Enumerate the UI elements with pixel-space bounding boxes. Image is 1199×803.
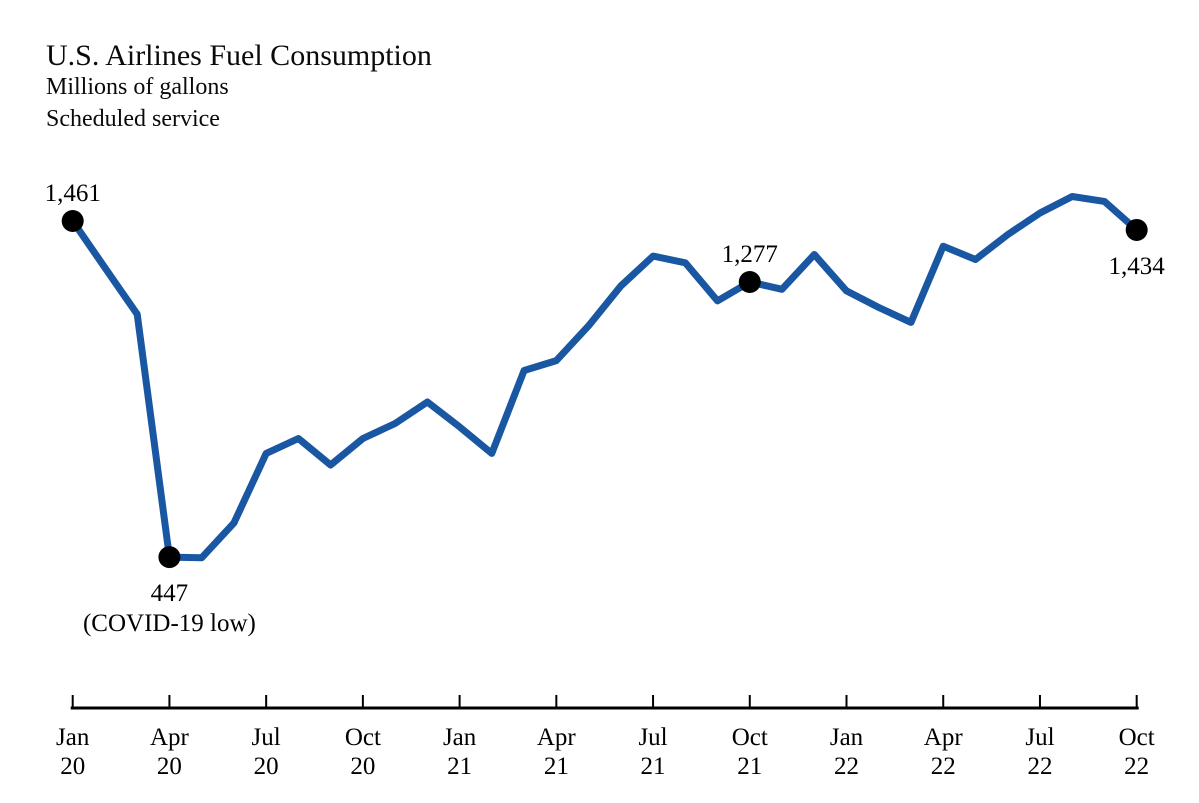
fuel-consumption-line — [69, 193, 1141, 562]
x-axis-tick-label-year: 22 — [1124, 753, 1149, 780]
x-axis-tick-label-month: Oct — [1119, 724, 1155, 751]
data-point-label: 447 — [151, 580, 189, 607]
data-point-marker — [61, 210, 84, 232]
x-axis-tick-label-year: 21 — [737, 753, 762, 780]
x-axis-tick-label-month: Apr — [537, 724, 577, 751]
x-axis-tick-label-year: 20 — [350, 753, 375, 780]
x-axis-tick-label-year: 22 — [931, 753, 956, 780]
chart-title: U.S. Airlines Fuel Consumption — [46, 39, 432, 72]
x-axis-tick-label-year: 20 — [157, 753, 182, 780]
data-point-label: 1,434 — [1109, 253, 1166, 280]
x-axis-tick-label-month: Oct — [345, 724, 381, 751]
x-axis-tick-label-month: Jan — [443, 724, 477, 751]
data-point-marker — [158, 546, 181, 569]
x-axis-tick-label-month: Jul — [252, 724, 281, 751]
chart-service-label: Scheduled service — [46, 106, 220, 132]
data-point-label: 1,277 — [722, 241, 778, 268]
x-axis-tick-label-month: Jul — [638, 724, 667, 751]
data-point-label: 1,461 — [45, 180, 101, 207]
x-axis-tick-label-month: Jan — [56, 724, 90, 751]
x-axis-tick-label-month: Jul — [1025, 724, 1054, 751]
x-axis-tick-label-month: Oct — [732, 724, 768, 751]
chart-units-label: Millions of gallons — [46, 74, 229, 100]
x-axis-tick-label-month: Jan — [830, 724, 864, 751]
x-axis-tick-label-year: 21 — [447, 753, 472, 780]
x-axis-tick-label-year: 22 — [1027, 753, 1052, 780]
data-point-sublabel: (COVID-19 low) — [83, 610, 256, 637]
x-axis-tick-label-month: Apr — [924, 724, 964, 751]
x-axis-tick-label-year: 21 — [544, 753, 569, 780]
data-point-marker — [1125, 218, 1148, 241]
x-axis-tick-label-year: 21 — [641, 753, 666, 780]
x-axis-tick-label-month: Apr — [150, 724, 190, 751]
data-point-marker — [738, 270, 761, 293]
x-axis-tick-label-year: 20 — [254, 753, 279, 780]
x-axis-tick-label-year: 22 — [834, 753, 859, 780]
x-axis-tick-label-year: 20 — [60, 753, 85, 780]
